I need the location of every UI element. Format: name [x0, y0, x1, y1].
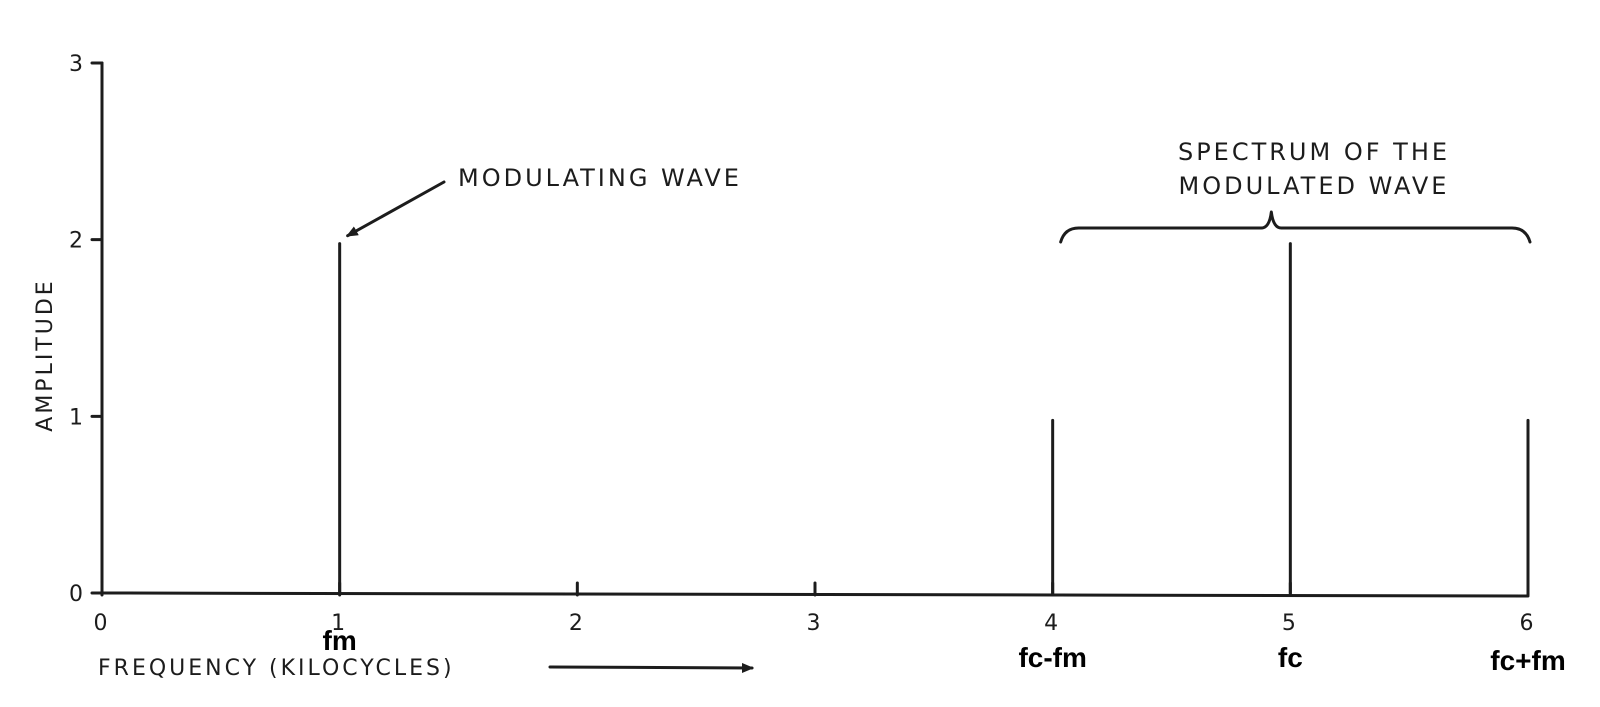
modulating-wave-label: MODULATING WAVE — [458, 164, 742, 192]
y-ticks: 0 1 2 3 — [69, 52, 104, 607]
spectral-lines — [338, 242, 1530, 595]
spectral-line-labels: fm fc-fm fc fc+fm — [323, 625, 1566, 676]
x-tick-label: 0 — [94, 611, 111, 636]
y-tick-label: 0 — [69, 582, 86, 607]
modulating-wave-arrow — [345, 180, 446, 238]
x-tick-label: 6 — [1520, 611, 1537, 636]
modulating-wave-annotation: MODULATING WAVE — [345, 164, 742, 238]
y-axis-title: AMPLITUDE — [33, 278, 58, 431]
x-tick-label: 4 — [1044, 611, 1061, 636]
spectrum-annotation: SPECTRUM OF THE MODULATED WAVE — [1059, 138, 1532, 244]
x-tick-label: 5 — [1282, 611, 1299, 636]
spectral-line-label: fc-fm — [1018, 642, 1086, 673]
y-tick-label: 3 — [69, 52, 86, 77]
spectrum-brace — [1059, 210, 1532, 244]
spectral-line-label: fc+fm — [1490, 645, 1565, 676]
x-ticks: 0 1 2 3 4 5 6 — [94, 581, 1537, 636]
x-axis-title: FREQUENCY (KILOCYCLES) — [98, 656, 455, 681]
x-tick-label: 2 — [569, 611, 586, 636]
y-tick-label: 2 — [69, 229, 86, 254]
x-axis-arrow — [548, 662, 754, 673]
x-tick-label: 1 — [331, 611, 348, 636]
spectrum-label-line-2: MODULATED WAVE — [1179, 172, 1450, 200]
spectral-line-label: fc — [1278, 642, 1303, 673]
x-axis-title-group: FREQUENCY (KILOCYCLES) — [98, 656, 754, 681]
spectral-line-label: fm — [323, 625, 357, 656]
spectrum-label-line-1: SPECTRUM OF THE — [1178, 138, 1450, 166]
y-tick-label: 1 — [69, 405, 86, 430]
x-tick-label: 3 — [807, 611, 824, 636]
